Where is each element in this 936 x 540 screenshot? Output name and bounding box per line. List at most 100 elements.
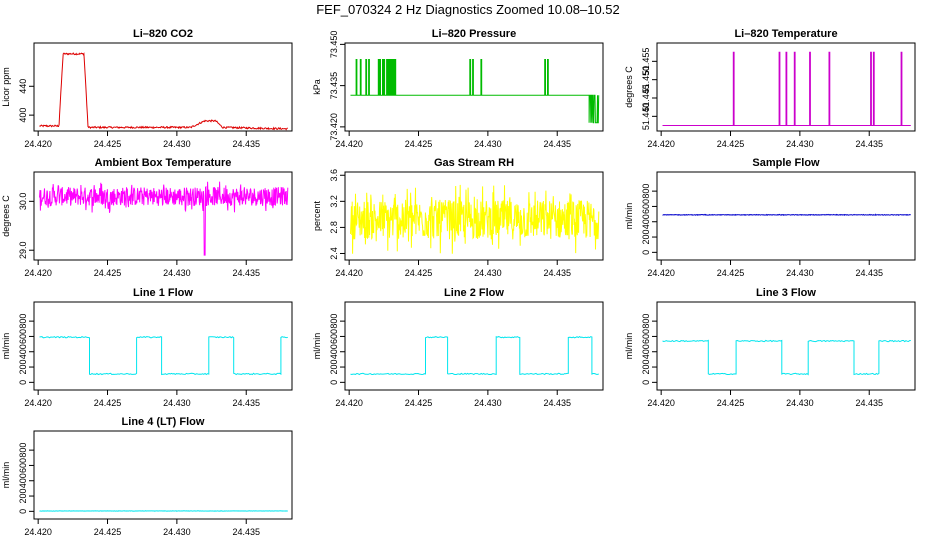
x-tick-label: 24.420 [647, 398, 675, 408]
y-tick-label: 29.0 [18, 241, 28, 259]
x-tick-label: 24.435 [232, 527, 260, 537]
chart-title: Sample Flow [752, 157, 820, 169]
chart-line4: Line 4 (LT) Flow 24.420 24.425 24.430 24.435… [1, 416, 293, 537]
y-tick-label: 400 [641, 344, 651, 359]
chart-title: Li–820 CO2 [133, 28, 193, 40]
plot-frame [344, 42, 604, 132]
x-tick-label: 24.430 [786, 268, 814, 278]
y-tick-label: 73.435 [329, 72, 339, 100]
y-axis-label: degrees C [1, 195, 11, 237]
y-tick-label: 800 [641, 184, 651, 199]
x-tick-label: 24.420 [647, 139, 675, 149]
y-axis-label: percent [312, 200, 322, 231]
y-tick-label: 800 [641, 314, 651, 329]
x-tick-label: 24.435 [543, 139, 571, 149]
y-tick-label: 200 [18, 489, 28, 504]
y-axis-label: ml/min [624, 333, 634, 360]
y-tick-label: 51.445 [641, 84, 651, 112]
y-axis-label: ml/min [1, 333, 11, 360]
x-tick-label: 24.430 [163, 268, 191, 278]
y-tick-label: 200 [641, 360, 651, 375]
plot-frame [33, 430, 293, 520]
x-tick-label: 24.425 [717, 398, 745, 408]
series-line [39, 181, 289, 256]
y-axis-label: kPa [312, 79, 322, 95]
x-tick-label: 24.420 [24, 398, 52, 408]
x-tick-label: 24.435 [855, 268, 883, 278]
plot-frame [33, 301, 293, 391]
y-tick-label: 600 [18, 329, 28, 344]
y-tick-label: 3.6 [329, 169, 339, 182]
x-tick-label: 24.425 [94, 139, 122, 149]
x-tick-label: 24.435 [543, 398, 571, 408]
chart-title: Line 1 Flow [133, 287, 193, 299]
y-tick-label: 800 [18, 314, 28, 329]
x-tick-label: 24.425 [405, 398, 433, 408]
chart-temp: Li–820 Temperature 24.420 24.425 24.430 24.4… [624, 28, 916, 149]
series-line [350, 336, 600, 376]
y-tick-label: 0 [18, 509, 28, 514]
y-tick-label: 400 [18, 344, 28, 359]
chart-title: Li–820 Temperature [734, 28, 837, 40]
y-tick-label: 440 [18, 79, 28, 94]
chart-title: Ambient Box Temperature [95, 157, 232, 169]
plot-frame [33, 42, 293, 132]
y-tick-label: 30.0 [18, 193, 28, 211]
chart-sample: Sample Flow 24.420 24.425 24.430 24.435 0 2004… [624, 157, 916, 278]
series-line [39, 52, 288, 131]
x-tick-label: 24.420 [335, 398, 363, 408]
x-tick-label: 24.435 [855, 139, 883, 149]
x-tick-label: 24.425 [405, 268, 433, 278]
x-tick-label: 24.430 [474, 268, 502, 278]
y-axis-label: ml/min [624, 203, 634, 230]
x-tick-label: 24.435 [855, 398, 883, 408]
figure-title: FEF_070324 2 Hz Diagnostics Zoomed 10.08… [316, 2, 620, 17]
y-axis-label: ml/min [1, 462, 11, 489]
x-tick-label: 24.420 [335, 268, 363, 278]
x-tick-label: 24.430 [163, 398, 191, 408]
y-axis-label: degrees C [624, 66, 634, 108]
x-tick-label: 24.435 [232, 139, 260, 149]
chart-title: Li–820 Pressure [432, 28, 516, 40]
chart-line2: Line 2 Flow 24.420 24.425 24.430 24.435 0 2004… [312, 287, 604, 408]
chart-press: Li–820 Pressure 24.420 24.425 24.430 24.435 7… [312, 28, 604, 149]
series-line [662, 213, 911, 217]
chart-co2: Li–820 CO2 24.420 24.425 24.430 24.435 400 440… [1, 28, 293, 149]
x-tick-label: 24.425 [405, 139, 433, 149]
x-tick-label: 24.420 [24, 527, 52, 537]
x-tick-label: 24.430 [474, 398, 502, 408]
y-axis-label: ml/min [312, 333, 322, 360]
y-tick-label: 51.440 [641, 103, 651, 131]
y-tick-label: 400 [641, 214, 651, 229]
chart-title: Line 3 Flow [756, 287, 816, 299]
y-tick-label: 2.4 [329, 247, 339, 260]
y-tick-label: 0 [641, 380, 651, 385]
x-tick-label: 24.425 [94, 268, 122, 278]
series-line [350, 184, 600, 254]
y-tick-label: 400 [18, 108, 28, 123]
y-axis-label: Licor ppm [1, 67, 11, 107]
x-tick-label: 24.420 [335, 139, 363, 149]
x-tick-label: 24.420 [647, 268, 675, 278]
x-tick-label: 24.430 [163, 527, 191, 537]
y-tick-label: 600 [18, 458, 28, 473]
x-tick-label: 24.430 [786, 139, 814, 149]
y-tick-label: 400 [329, 344, 339, 359]
chart-title: Line 2 Flow [444, 287, 504, 299]
chart-line3: Line 3 Flow 24.420 24.425 24.430 24.435 0 2004… [624, 287, 916, 408]
series-line [39, 335, 288, 376]
series-line [350, 59, 600, 124]
y-tick-label: 2.8 [329, 221, 339, 234]
x-tick-label: 24.435 [543, 268, 571, 278]
y-tick-label: 200 [641, 230, 651, 245]
x-tick-label: 24.430 [474, 139, 502, 149]
x-tick-label: 24.435 [232, 268, 260, 278]
y-tick-label: 600 [641, 199, 651, 214]
plot-frame [656, 171, 916, 261]
y-tick-label: 800 [329, 314, 339, 329]
series-line [662, 51, 911, 126]
x-tick-label: 24.425 [717, 139, 745, 149]
x-tick-label: 24.425 [94, 398, 122, 408]
y-tick-label: 400 [18, 473, 28, 488]
